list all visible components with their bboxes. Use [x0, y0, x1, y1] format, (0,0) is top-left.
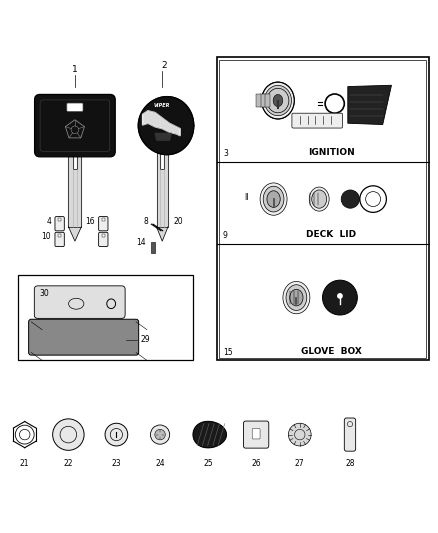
Polygon shape — [68, 227, 81, 241]
Text: VIPER: VIPER — [154, 103, 170, 108]
Circle shape — [150, 425, 170, 444]
Text: 15: 15 — [223, 348, 233, 357]
Ellipse shape — [263, 186, 284, 212]
Circle shape — [337, 293, 343, 299]
FancyBboxPatch shape — [99, 232, 108, 247]
Text: DECK  LID: DECK LID — [306, 230, 357, 239]
Text: 27: 27 — [295, 459, 304, 469]
FancyBboxPatch shape — [34, 286, 125, 318]
Text: 8: 8 — [143, 217, 148, 227]
Bar — [58, 233, 61, 237]
Text: 2: 2 — [162, 61, 167, 70]
Bar — [260, 94, 265, 107]
Bar — [151, 243, 155, 253]
Ellipse shape — [265, 85, 291, 116]
Ellipse shape — [283, 281, 310, 314]
Circle shape — [53, 419, 84, 450]
FancyBboxPatch shape — [244, 421, 269, 448]
Bar — [265, 94, 270, 107]
FancyBboxPatch shape — [28, 319, 139, 355]
Text: 25: 25 — [203, 459, 213, 469]
Polygon shape — [155, 133, 171, 140]
Text: 22: 22 — [64, 459, 73, 469]
Circle shape — [288, 423, 311, 446]
Text: 23: 23 — [112, 459, 121, 469]
FancyBboxPatch shape — [292, 113, 343, 128]
Ellipse shape — [261, 82, 294, 119]
Polygon shape — [68, 151, 81, 227]
Ellipse shape — [267, 191, 280, 207]
Text: 9: 9 — [223, 231, 228, 240]
Text: 14: 14 — [137, 238, 146, 247]
Text: 4: 4 — [46, 216, 51, 225]
Text: 24: 24 — [155, 459, 165, 469]
Text: II: II — [244, 192, 249, 201]
Text: 29: 29 — [141, 335, 150, 344]
Circle shape — [341, 190, 360, 208]
Bar — [102, 233, 105, 237]
Text: 16: 16 — [85, 216, 95, 225]
Circle shape — [322, 280, 357, 315]
Ellipse shape — [286, 285, 307, 310]
Polygon shape — [138, 96, 194, 155]
Text: 20: 20 — [173, 217, 183, 227]
Bar — [219, 60, 426, 358]
Ellipse shape — [260, 183, 287, 215]
Polygon shape — [156, 227, 168, 241]
Circle shape — [155, 430, 165, 440]
Ellipse shape — [267, 88, 289, 113]
Circle shape — [105, 423, 128, 446]
Text: 3: 3 — [223, 149, 228, 158]
Polygon shape — [156, 151, 168, 227]
Text: 1: 1 — [72, 66, 78, 75]
FancyBboxPatch shape — [67, 103, 83, 111]
Ellipse shape — [312, 190, 327, 208]
FancyBboxPatch shape — [55, 216, 64, 231]
Polygon shape — [142, 111, 180, 136]
Text: GLOVE  BOX: GLOVE BOX — [301, 347, 362, 356]
Ellipse shape — [290, 289, 303, 306]
Text: 28: 28 — [345, 459, 355, 469]
FancyBboxPatch shape — [252, 429, 260, 439]
Bar — [102, 218, 105, 221]
Text: 26: 26 — [251, 459, 261, 469]
Text: IGNITION: IGNITION — [308, 148, 355, 157]
Ellipse shape — [273, 94, 283, 107]
Ellipse shape — [309, 187, 329, 211]
Bar — [18, 275, 193, 360]
Text: 21: 21 — [20, 459, 29, 469]
FancyBboxPatch shape — [55, 232, 64, 247]
FancyBboxPatch shape — [35, 94, 115, 157]
Polygon shape — [193, 422, 226, 448]
FancyBboxPatch shape — [99, 216, 108, 231]
Text: 30: 30 — [39, 289, 49, 298]
Bar — [58, 218, 61, 221]
Polygon shape — [348, 85, 392, 125]
Bar — [217, 57, 428, 360]
Text: 10: 10 — [42, 232, 51, 241]
FancyBboxPatch shape — [344, 418, 356, 451]
Bar — [256, 94, 261, 107]
